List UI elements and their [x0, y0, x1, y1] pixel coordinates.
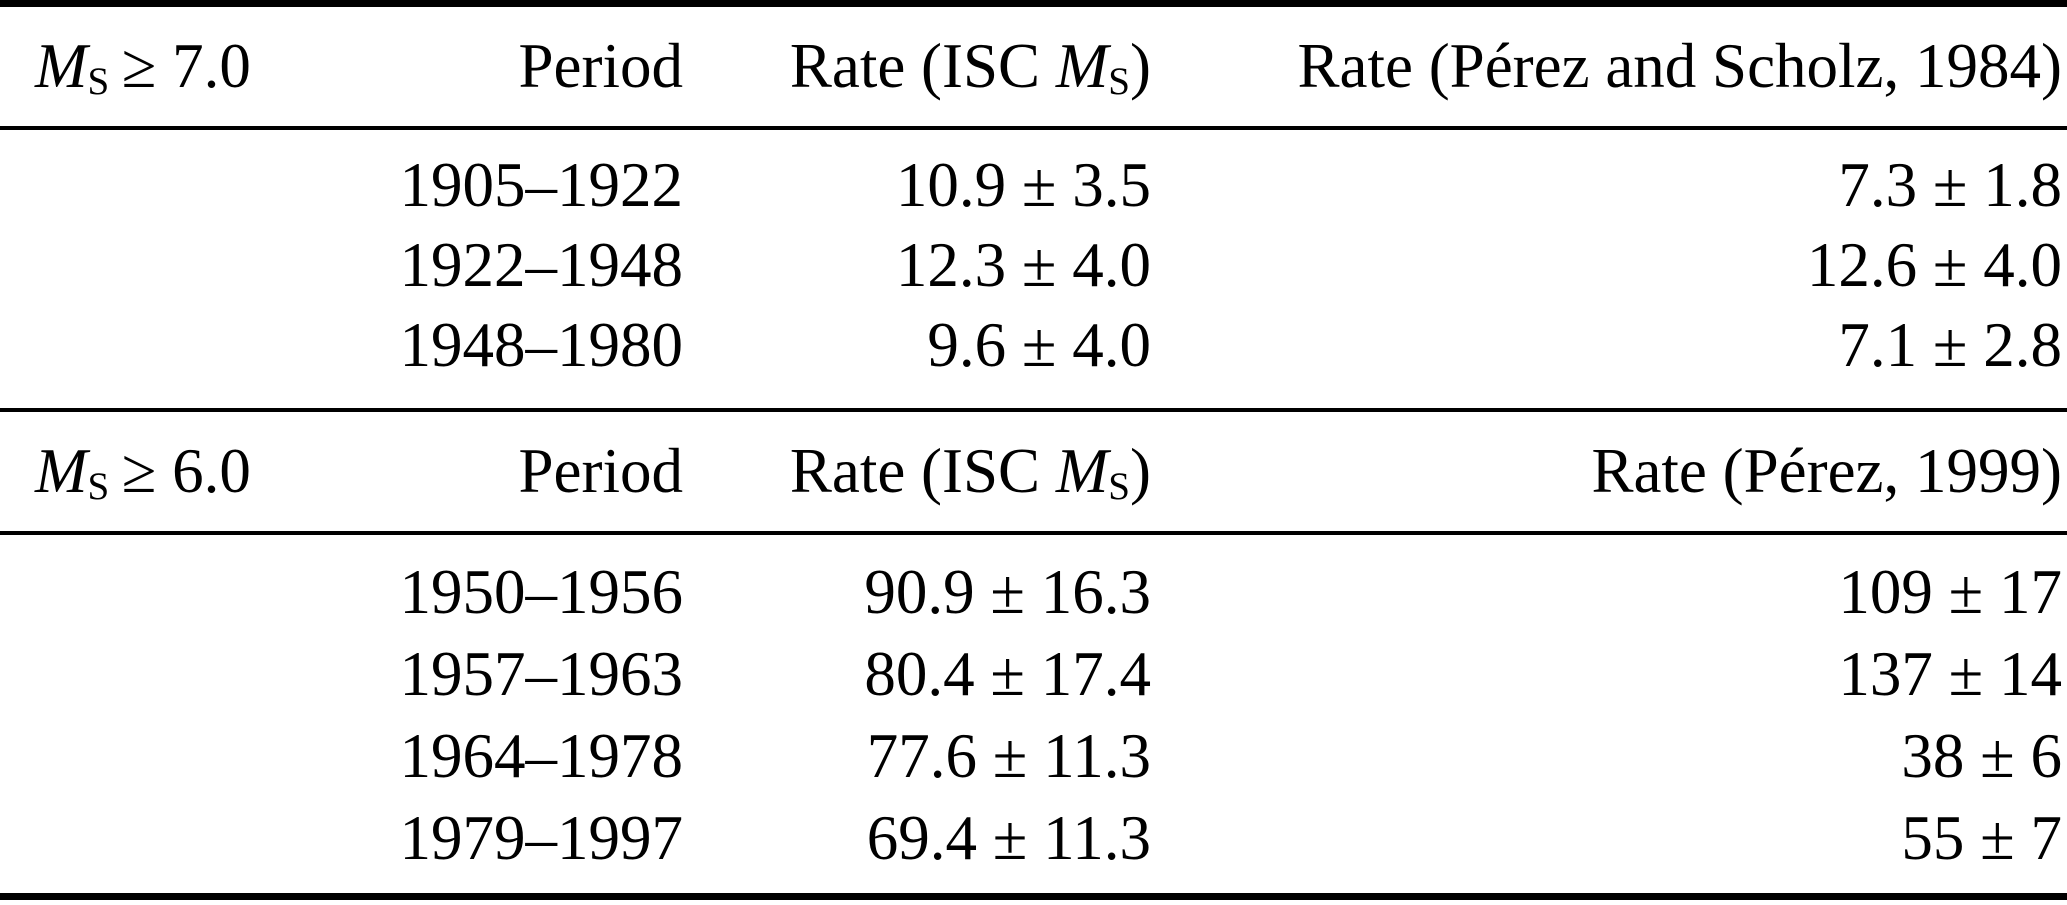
rate-isc-cell: 90.9 ± 16.3 — [864, 556, 1151, 627]
rate-ref-cell: 38 ± 6 — [1901, 720, 2062, 791]
period-cell: 1964–1978 — [399, 720, 684, 791]
table-top-rule — [0, 0, 2067, 7]
rate-isc-cell: 69.4 ± 11.3 — [866, 802, 1151, 873]
rate-isc-cell: 80.4 ± 17.4 — [864, 638, 1151, 709]
rate-ref-cell: 55 ± 7 — [1901, 802, 2062, 873]
rate-ref-cell: 7.1 ± 2.8 — [1838, 309, 2062, 380]
section1-header-row: MS ≥ 7.0 Period Rate (ISC MS) Rate (Pérez… — [0, 7, 2067, 126]
table-bottom-rule — [0, 893, 2067, 900]
section2-header-rule — [0, 531, 2067, 535]
section1-body: 1905–1922 10.9 ± 3.5 7.3 ± 1.8 1922–1948… — [0, 130, 2067, 408]
rate-isc-cell: 10.9 ± 3.5 — [895, 149, 1151, 220]
col-header-rate-ref: Rate (Pérez and Scholz, 1984) — [1297, 31, 2063, 101]
table-row: 1922–1948 12.3 ± 4.0 12.6 ± 4.0 — [0, 225, 2067, 305]
col-header-rate-isc: Rate (ISC MS) — [789, 31, 1151, 104]
rate-ref-cell: 12.6 ± 4.0 — [1806, 229, 2062, 300]
rate-ref-cell: 7.3 ± 1.8 — [1838, 149, 2062, 220]
table-row: 1957–1963 80.4 ± 17.4 137 ± 14 — [0, 633, 2067, 715]
col-header-period: Period — [518, 31, 683, 101]
magnitude-threshold-label: MS ≥ 6.0 — [35, 436, 251, 509]
period-cell: 1950–1956 — [399, 556, 684, 627]
section1-header-rule — [0, 126, 2067, 130]
rate-ref-cell: 109 ± 17 — [1838, 556, 2062, 627]
col-header-rate-ref: Rate (Pérez, 1999) — [1591, 436, 2062, 506]
period-cell: 1922–1948 — [399, 229, 684, 300]
table-row: 1948–1980 9.6 ± 4.0 7.1 ± 2.8 — [0, 305, 2067, 385]
magnitude-threshold-label: MS ≥ 7.0 — [35, 31, 251, 104]
rate-isc-cell: 9.6 ± 4.0 — [927, 309, 1151, 380]
table-row: 1964–1978 77.6 ± 11.3 38 ± 6 — [0, 715, 2067, 797]
col-header-rate-isc: Rate (ISC MS) — [789, 436, 1151, 509]
rate-isc-cell: 77.6 ± 11.3 — [866, 720, 1151, 791]
period-cell: 1979–1997 — [399, 802, 684, 873]
section2-body: 1950–1956 90.9 ± 16.3 109 ± 17 1957–1963… — [0, 535, 2067, 893]
period-cell: 1948–1980 — [399, 309, 684, 380]
section2-header-row: MS ≥ 6.0 Period Rate (ISC MS) Rate (Pérez… — [0, 412, 2067, 531]
table-row: 1979–1997 69.4 ± 11.3 55 ± 7 — [0, 797, 2067, 879]
period-cell: 1957–1963 — [399, 638, 684, 709]
rate-ref-cell: 137 ± 14 — [1838, 638, 2062, 709]
section-divider-rule — [0, 408, 2067, 412]
rate-isc-cell: 12.3 ± 4.0 — [895, 229, 1151, 300]
table-row: 1950–1956 90.9 ± 16.3 109 ± 17 — [0, 551, 2067, 633]
period-cell: 1905–1922 — [399, 149, 684, 220]
table-row: 1905–1922 10.9 ± 3.5 7.3 ± 1.8 — [0, 145, 2067, 225]
col-header-period: Period — [518, 436, 683, 506]
